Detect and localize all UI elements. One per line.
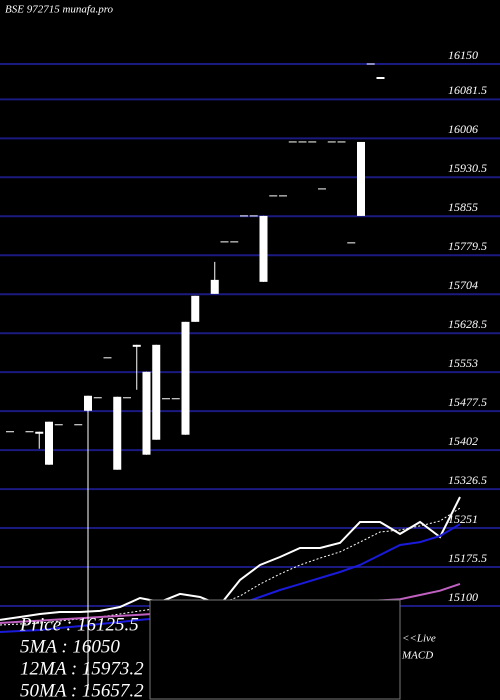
candle-body [45,421,53,465]
candle-body [142,371,151,455]
candle-body [152,344,161,440]
candle-body [181,321,190,435]
candle-body [376,77,385,80]
y-tick-label: 15628.5 [448,317,487,331]
y-tick-label: 15402 [448,434,478,448]
candle-body [132,344,141,347]
y-tick-label: 15100 [448,590,478,604]
y-tick-label: 15704 [448,278,478,292]
macd-live: <<Live [402,633,436,645]
candle-body [210,279,219,294]
candles [6,63,385,690]
indicator: Price : 16125.5 [19,614,139,635]
y-tick-label: 15251 [448,512,478,526]
chart-title: BSE 972715 munafa.pro [5,4,114,16]
macd-panel [149,599,401,700]
candle-body [84,395,92,411]
indicator: 50MA : 15657.2 [20,680,144,700]
y-tick-label: 15930.5 [448,161,487,175]
indicator: 5MA : 16050 [20,636,120,657]
indicator: 12MA : 15973.2 [20,658,144,679]
y-tick-label: 16081.5 [448,83,487,97]
y-tick-label: 16150 [448,48,478,62]
ma-line [0,496,461,621]
y-tick-label: 15779.5 [448,239,487,253]
candle-body [357,141,365,216]
y-tick-label: 15477.5 [448,395,487,409]
candle-body [259,215,268,282]
y-tick-label: 15175.5 [448,551,487,565]
candle-body [191,295,200,322]
y-tick-label: 16006 [448,122,478,136]
macd-label: MACD [401,650,433,662]
y-tick-label: 15553 [448,356,478,370]
candle-body [113,396,122,470]
candle-body [35,431,44,434]
y-tick-label: 15855 [448,200,478,214]
grid: 15100 15175.5 15251 15326.5 15402 15477.5 1555… [0,48,500,607]
y-tick-label: 15326.5 [448,473,487,487]
